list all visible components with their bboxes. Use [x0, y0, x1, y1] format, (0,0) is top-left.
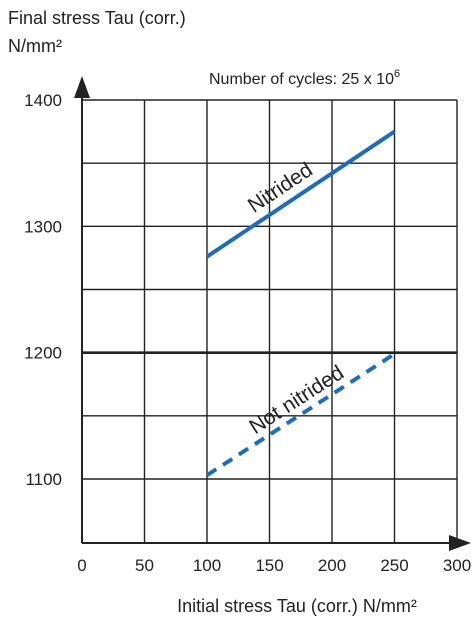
- x-axis-title: Initial stress Tau (corr.) N/mm²: [177, 596, 417, 616]
- y-tick-label: 1400: [24, 91, 62, 110]
- cycles-annotation-exponent: 6: [394, 68, 400, 80]
- y-axis-arrow: [74, 76, 90, 98]
- series-lines: [205, 129, 396, 477]
- x-tick-label: 200: [318, 556, 346, 575]
- cycles-annotation: Number of cycles: 25 x 106: [209, 68, 400, 88]
- series-line-nitrided: [205, 129, 396, 259]
- x-tick-label: 0: [77, 556, 86, 575]
- y-tick-label: 1300: [24, 217, 62, 236]
- x-tick-label: 50: [135, 556, 154, 575]
- x-tick-label: 150: [255, 556, 283, 575]
- x-tick-label: 300: [443, 556, 471, 575]
- y-axis-unit: N/mm²: [8, 36, 62, 56]
- y-axis-title: Final stress Tau (corr.): [8, 8, 186, 28]
- x-tick-label: 250: [380, 556, 408, 575]
- series-line-not-nitrided: [205, 352, 396, 477]
- axes: [74, 76, 471, 551]
- x-axis-arrow: [449, 535, 471, 551]
- y-tick-label: 1100: [25, 470, 62, 489]
- tick-labels: 0 50 100 150 200 250 300 1100 1200 1300 1400: [24, 91, 471, 575]
- x-tick-label: 100: [193, 556, 221, 575]
- grid: [82, 99, 458, 543]
- y-tick-label: 1200: [24, 344, 62, 363]
- cycles-annotation-text: Number of cycles: 25 x 10: [209, 71, 394, 88]
